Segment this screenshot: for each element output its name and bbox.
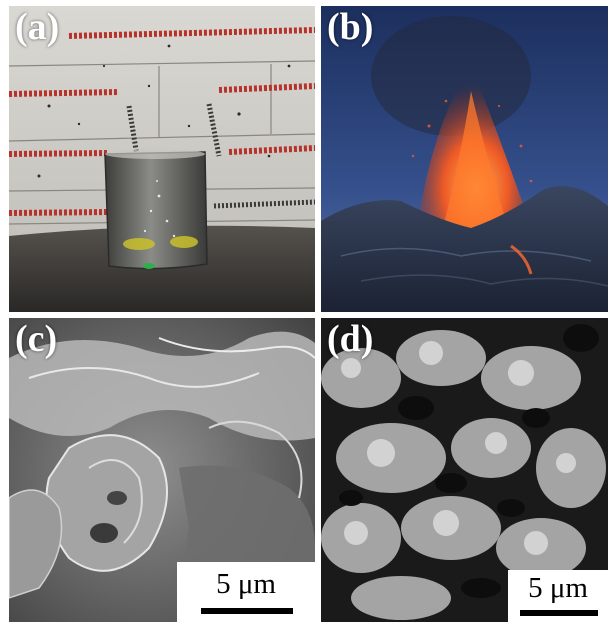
- scale-bar: [201, 608, 293, 614]
- panel-c-sem-image: (c) 5 μm: [9, 318, 315, 622]
- sem-crumpled-sheets-image: [9, 318, 315, 622]
- scale-bar: [520, 610, 598, 616]
- panel-label-b: (b): [327, 6, 374, 48]
- furnace-crucible-image: [9, 6, 315, 312]
- scale-bar-label: 5 μm: [216, 568, 276, 600]
- volcano-eruption-image: [321, 6, 608, 312]
- panel-label-d: (d): [327, 318, 374, 360]
- scale-bar-label: 5 μm: [528, 572, 588, 604]
- panel-label-c: (c): [15, 318, 58, 360]
- panel-d-sem-image: (d) 5 μm: [321, 318, 608, 622]
- scale-bar-box: 5 μm: [177, 562, 315, 622]
- panel-b-volcano-photo: (b): [321, 6, 608, 312]
- panel-label-a: (a): [15, 6, 60, 48]
- panel-a-furnace-photo: (a): [9, 6, 315, 312]
- scale-bar-box: 5 μm: [508, 570, 608, 622]
